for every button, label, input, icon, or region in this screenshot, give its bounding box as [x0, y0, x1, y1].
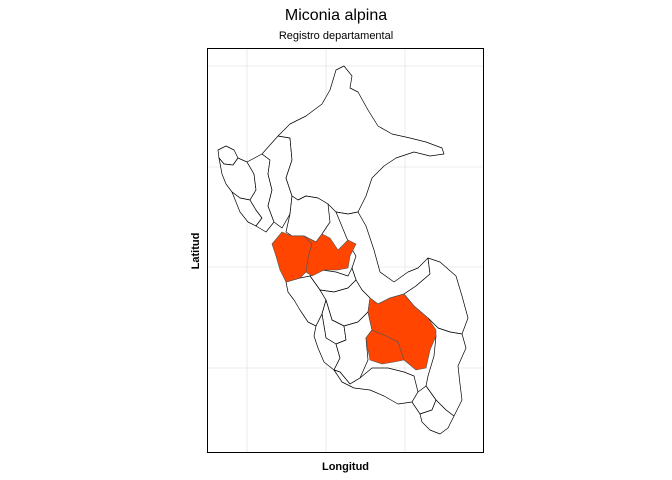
map-title: Miconia alpina	[284, 7, 388, 24]
department-apurimac-highlighted	[365, 329, 405, 365]
peru-map	[207, 48, 484, 453]
departments	[217, 65, 469, 435]
department-puno	[425, 317, 467, 417]
y-axis-label: Latitud	[190, 232, 202, 270]
panel-border	[207, 48, 484, 453]
department-loreto	[277, 65, 445, 215]
x-axis-label: Longitud	[321, 461, 370, 473]
map-panel	[207, 48, 484, 453]
department-ancash-highlighted	[271, 231, 313, 283]
department-huanuco-highlighted	[303, 233, 357, 277]
map-subtitle: Registro departamental	[278, 30, 394, 42]
department-tacna	[419, 399, 455, 435]
department-arequipa	[333, 367, 419, 405]
